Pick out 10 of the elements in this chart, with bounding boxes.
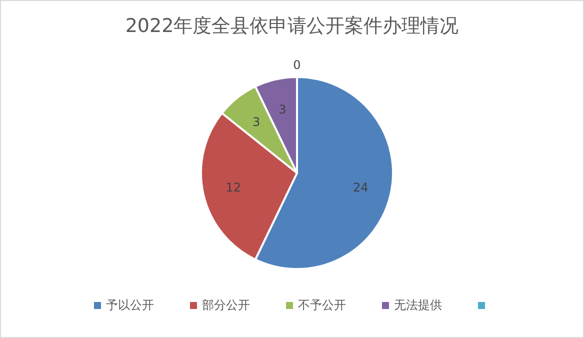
legend-label: 部分公开 <box>202 297 250 314</box>
legend-label: 无法提供 <box>394 297 442 314</box>
data-label: 3 <box>252 114 260 129</box>
text: 0 <box>293 58 301 72</box>
legend-label: 予以公开 <box>106 297 154 314</box>
data-label: 3 <box>278 102 286 116</box>
legend-label: 不予公开 <box>298 297 346 314</box>
data-label: 24 <box>353 180 368 195</box>
chart-title: 2022年度全县依申请公开案件办理情况 <box>124 14 460 39</box>
data-label: 12 <box>226 180 241 195</box>
